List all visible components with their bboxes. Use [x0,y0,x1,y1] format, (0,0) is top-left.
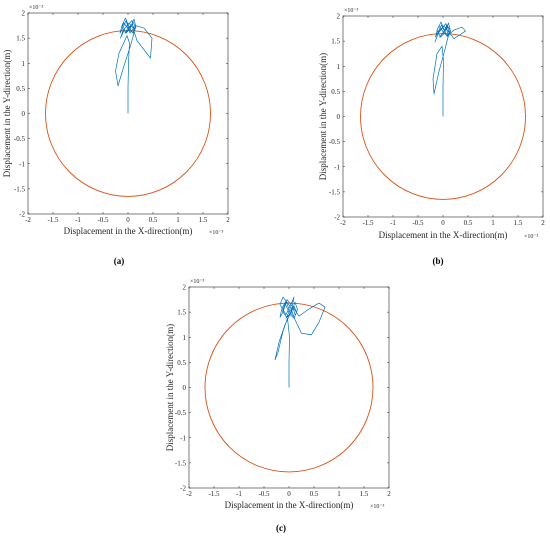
x-axis-label-b: Displacement in the X-direction(m) [379,230,508,240]
x-exponent-a: ×10⁻³ [209,230,224,236]
y-tick-label: 2 [183,284,187,292]
y-axis-label-c: Displacement in the Y-direction(m) [165,324,175,451]
ticks-b: -2 -1.5 -1 -0.5 0 0.5 1 1.5 2 -2 -1.5 -1 -0.5 0 0.5 1 1.… [329,13,545,228]
y-tick-label: -2 [180,485,186,493]
y-tick-label: -1 [180,434,186,442]
x-tick-label: -1 [236,490,242,498]
x-tick-label: 2 [541,219,545,227]
x-tick-label: -2 [186,490,192,498]
x-tick-label: 0.5 [149,216,158,224]
y-tick-label: -0.5 [175,409,187,417]
panel-label-a: (a) [114,256,125,266]
y-tick-label: 0 [183,384,187,392]
x-tick-label: -0.5 [258,490,270,498]
y-exponent-a: ×10⁻³ [29,5,44,11]
y-axis-label-a: Displacement in the Y-direction(m) [2,50,12,177]
x-tick-label: 1.5 [199,216,208,224]
panel-label-c: (c) [276,523,286,533]
y-tick-label: -0.5 [14,135,26,143]
y-tick-label: 2 [337,13,341,21]
y-axis-label-b: Displacement in the Y-direction(m) [318,53,328,180]
y-exponent-b: ×10⁻³ [344,8,359,14]
y-tick-label: -1 [19,160,25,168]
y-tick-label: 0.5 [331,88,340,96]
x-tick-label: 0.5 [310,490,319,498]
x-tick-label: -1.5 [208,490,220,498]
x-tick-label: 1.5 [360,490,369,498]
boundary-circle-c [204,302,374,473]
x-tick-label: 2 [226,216,230,224]
y-exponent-c: ×10⁻³ [190,279,205,285]
y-tick-label: 0 [337,113,341,121]
y-tick-label: 0.5 [16,85,25,93]
x-tick-label: -1 [390,219,396,227]
x-tick-label: 1 [491,219,495,227]
y-tick-label: -1.5 [175,459,187,467]
y-tick-label: -2 [19,211,25,219]
ticks-a: -2 -1.5 -1 -0.5 0 0.5 1 1.5 2 -2 -1.5 -1 -0.5 0 0.5 1 1.… [14,10,230,225]
x-tick-label: -1.5 [47,216,59,224]
x-axis-label-c: Displacement in the X-direction(m) [225,500,354,510]
x-exponent-c: ×10⁻³ [370,504,385,510]
x-tick-label: 0.5 [464,219,473,227]
y-tick-label: 1 [183,334,187,342]
x-tick-label: 1 [176,216,180,224]
panel-label-b: (b) [433,256,444,266]
y-tick-label: 1.5 [177,309,186,317]
x-tick-label: -1.5 [362,219,374,227]
y-tick-label: -2 [334,214,340,222]
x-tick-label: 0 [287,490,291,498]
boundary-circle-a [45,30,211,197]
orbit-trace-c [204,296,374,473]
y-tick-label: 2 [22,10,26,18]
x-tick-label: -2 [25,216,31,224]
x-tick-label: -0.5 [412,219,424,227]
x-tick-label: 1.5 [514,219,523,227]
y-tick-label: 1 [337,63,341,71]
y-tick-label: 1.5 [16,35,25,43]
y-tick-label: -1.5 [329,188,341,196]
x-tick-label: -1 [75,216,81,224]
x-axis-label-a: Displacement in the X-direction(m) [64,226,193,236]
y-tick-label: 1.5 [331,38,340,46]
panel-a: -2 -1.5 -1 -0.5 0 0.5 1 1.5 2 -2 -1.5 -1 -0.5 0 0.5 1 1.… [2,5,230,266]
panel-c: -2 -1.5 -1 -0.5 0 0.5 1 1.5 2 -2 -1.5 -1 -0.5 0 0.5 1 1.… [165,279,391,533]
x-tick-label: 2 [387,490,391,498]
orbit-trace-b [360,21,526,200]
rotor-orbit-b [432,21,466,117]
y-tick-label: -1 [334,163,340,171]
y-tick-label: -1.5 [14,185,26,193]
y-tick-label: 0.5 [177,359,186,367]
x-exponent-b: ×10⁻³ [524,234,539,240]
x-tick-label: 1 [337,490,341,498]
y-tick-label: 1 [22,60,26,68]
x-tick-label: 0 [126,216,130,224]
rotor-orbit-c [274,296,326,388]
orbit-trace-a [45,17,211,197]
panel-b: -2 -1.5 -1 -0.5 0 0.5 1 1.5 2 -2 -1.5 -1 -0.5 0 0.5 1 1.… [318,8,545,266]
x-tick-label: -2 [340,219,346,227]
y-tick-label: 0 [22,110,26,118]
x-tick-label: 0 [441,219,445,227]
rotor-orbit-a [115,17,153,114]
x-tick-label: -0.5 [97,216,109,224]
y-tick-label: -0.5 [329,138,341,146]
ticks-c: -2 -1.5 -1 -0.5 0 0.5 1 1.5 2 -2 -1.5 -1 -0.5 0 0.5 1 1.… [175,284,391,499]
